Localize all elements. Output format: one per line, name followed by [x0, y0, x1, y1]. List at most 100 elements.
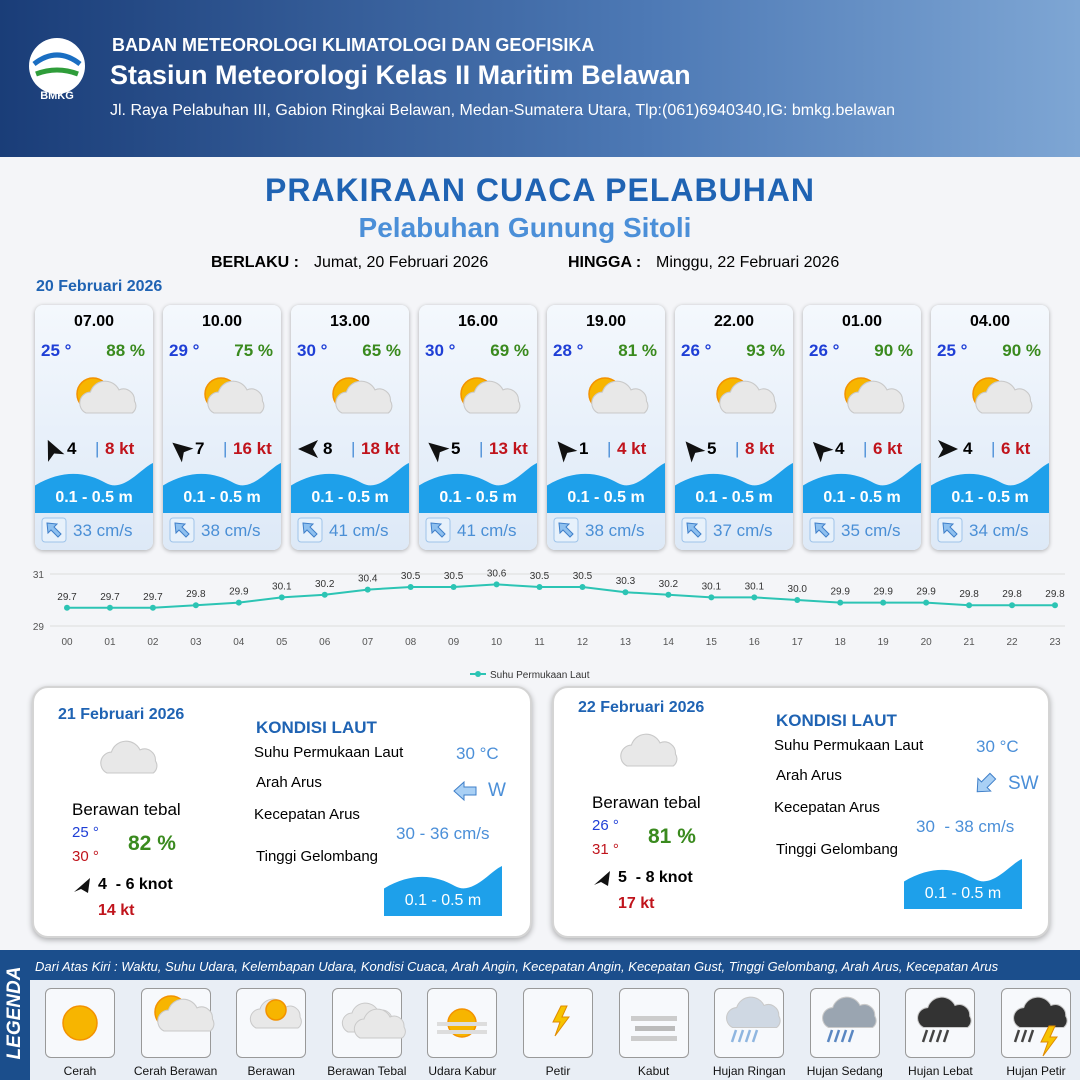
weather-icon — [844, 377, 905, 414]
current-arrow — [453, 780, 477, 802]
g-shape — [620, 733, 678, 767]
legend-item: Cerah — [63, 1064, 97, 1078]
data-label: 29.8 — [186, 589, 206, 600]
current-speed: 41 cm/s — [457, 521, 517, 540]
humidity: 90 % — [1002, 341, 1041, 360]
line-shape — [943, 1029, 950, 1043]
sst-point — [235, 599, 242, 606]
rect-shape — [630, 1036, 677, 1041]
g-shape — [100, 740, 158, 774]
wave — [419, 463, 537, 513]
x-tick-label: 08 — [405, 637, 417, 648]
data-label: 29.9 — [229, 587, 249, 598]
wind: 4 - 6 knot — [98, 876, 173, 893]
wind-arrow — [812, 441, 834, 463]
weather-icon — [204, 377, 265, 414]
path-shape — [558, 522, 574, 538]
title: PRAKIRAAN CUACA PELABUHAN — [264, 172, 816, 208]
g-shape — [719, 380, 777, 414]
current-speed: 37 cm/s — [713, 521, 773, 540]
wave-height: 0.1 - 0.5 m — [404, 892, 482, 909]
data-label: 30.4 — [358, 574, 378, 585]
wind-speed: 7 — [195, 439, 205, 458]
g-shape — [1013, 996, 1068, 1029]
path-shape — [931, 463, 1049, 513]
temp-max: 30 ° — [72, 848, 99, 865]
legend-icon — [821, 996, 877, 1043]
x-tick-label: 07 — [362, 637, 374, 648]
data-label: 30.5 — [444, 571, 464, 582]
current-arrow — [169, 517, 195, 543]
wave-height: 0.1 - 0.5 m — [924, 885, 1002, 902]
wind-speed: 4 — [835, 439, 845, 458]
time: 10.00 — [201, 313, 243, 330]
line-shape — [731, 1029, 738, 1043]
sst-point — [450, 584, 457, 590]
temp-max: 31 ° — [592, 841, 619, 858]
current-speed: 38 cm/s — [201, 521, 261, 540]
path-shape — [591, 380, 649, 414]
sst-chart: 29 31 00 01 02 03 04 05 06 07 08 09 10 11 12 13 14 15 16 17… — [33, 568, 1065, 681]
speed: 30 - 38 cm/s — [916, 817, 1015, 836]
path-shape — [557, 441, 578, 463]
current-arrow — [976, 772, 997, 793]
legend-title: LEGENDA — [4, 966, 25, 1060]
station: Stasiun Meteorologi Kelas II Maritim Bel… — [110, 60, 691, 90]
rect-shape — [634, 1026, 675, 1031]
humidity: 81 % — [618, 341, 657, 360]
data-label: 30.2 — [659, 579, 679, 590]
agency: BADAN METEOROLOGI KLIMATOLOGI DAN GEOFIS… — [112, 35, 595, 55]
legend-icon — [630, 1016, 677, 1041]
x-tick-label: 17 — [792, 637, 804, 648]
speed-label: Kecepatan Arus — [254, 806, 360, 823]
g-shape — [591, 380, 649, 414]
temperature: 30 ° — [297, 341, 328, 360]
data-label: 30.0 — [788, 584, 808, 595]
humidity: 82 % — [128, 832, 176, 855]
sst-point — [278, 594, 285, 601]
path-shape — [675, 463, 793, 513]
forecast-card: 04.00 25 ° 90 % 4 | 6 kt 0.1 - 0.5 m 34 cm/s — [931, 305, 1049, 550]
gust: 14 kt — [98, 902, 135, 919]
separator: | — [991, 439, 996, 458]
path-shape — [552, 1005, 570, 1037]
gust: 8 kt — [745, 439, 775, 458]
temperature: 30 ° — [425, 341, 456, 360]
rect-shape — [437, 1030, 488, 1034]
x-tick-label: 11 — [534, 637, 545, 648]
speed: 30 - 36 cm/s — [396, 824, 490, 843]
gust: 18 kt — [361, 439, 400, 458]
wave — [803, 463, 921, 513]
data-label: 29.9 — [916, 587, 936, 598]
wave — [675, 463, 793, 513]
circle-shape — [265, 999, 287, 1021]
data-label: 29.9 — [830, 587, 850, 598]
temp-min: 25 ° — [72, 824, 99, 841]
condition: Berawan tebal — [72, 800, 181, 819]
speed-label: Kecepatan Arus — [774, 799, 880, 816]
data-label: 29.8 — [1045, 589, 1065, 600]
wind-arrow — [685, 441, 706, 463]
line-shape — [752, 1029, 759, 1043]
data-label: 29.7 — [57, 592, 77, 603]
path-shape — [904, 859, 1022, 909]
temperature: 28 ° — [553, 341, 584, 360]
forecast-card: 10.00 29 ° 75 % 7 | 16 kt 0.1 - 0.5 m 38 cm/s — [163, 305, 281, 550]
current-arrow — [681, 517, 707, 543]
weather-icon — [100, 740, 158, 774]
sst: 30 °C — [976, 737, 1019, 756]
path-shape — [172, 442, 194, 463]
current-arrow — [41, 517, 67, 543]
wind-arrow — [74, 878, 90, 893]
wave-height: 0.1 - 0.5 m — [55, 489, 133, 506]
wave-height: 0.1 - 0.5 m — [183, 489, 261, 506]
circle-shape — [62, 1005, 98, 1041]
data-label: 30.3 — [616, 576, 636, 587]
line-shape — [1013, 1029, 1021, 1043]
path-shape — [35, 67, 79, 77]
time: 13.00 — [329, 313, 371, 330]
forecast-card: 07.00 25 ° 88 % 4 | 8 kt 0.1 - 0.5 m 33 cm/s — [35, 305, 153, 550]
path-shape — [353, 1008, 406, 1039]
path-shape — [430, 522, 446, 538]
path-shape — [1040, 1025, 1058, 1057]
